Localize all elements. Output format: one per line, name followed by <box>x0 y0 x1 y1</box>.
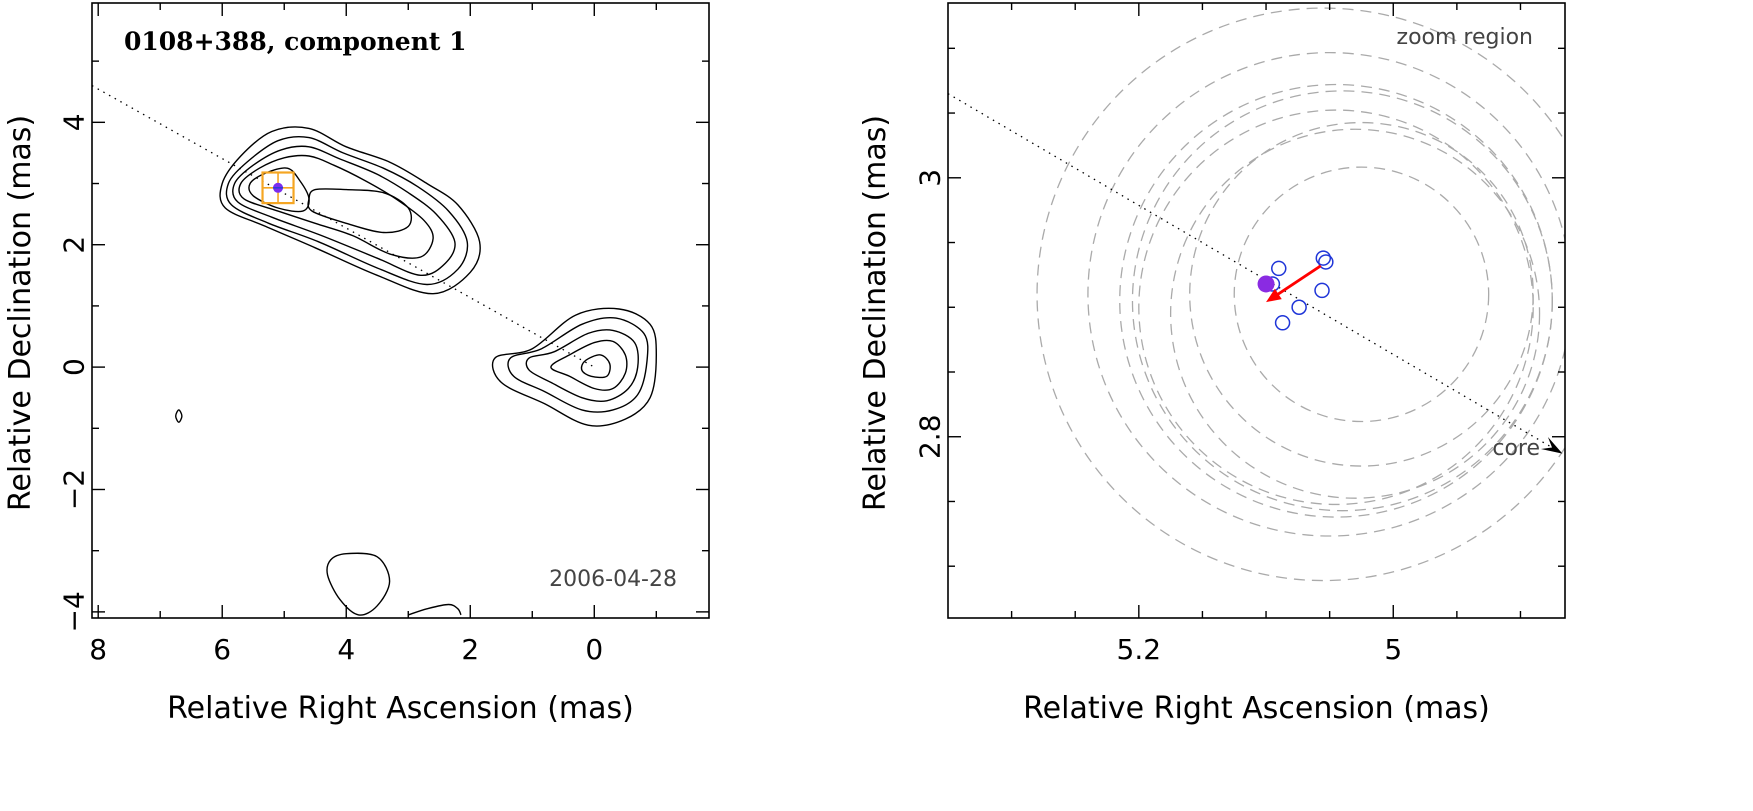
contour-core-0 <box>491 307 658 427</box>
left-ytick-label: −4 <box>58 591 91 632</box>
epoch-position-marker <box>1314 282 1330 299</box>
epoch-position-marker <box>1315 250 1332 266</box>
right-xtick-label: 5.2 <box>1117 633 1162 666</box>
uncertainty-circle <box>1138 109 1534 506</box>
panel-right-zoom: 5.2 5 3 2.8 zoom region core Relative Right… <box>858 2 1566 726</box>
left-y-axis-title: Relative Declination (mas) <box>3 115 38 511</box>
right-ytick-label: 3 <box>914 169 947 187</box>
left-tick-labels: 8 6 4 2 0 4 2 0 −2 −4 <box>58 113 604 666</box>
right-x-axis-title: Relative Right Ascension (mas) <box>1023 691 1490 726</box>
left-xtick-label: 6 <box>213 633 231 666</box>
panel-left-contour-map: 8 6 4 2 0 4 2 0 −2 −4 0108+388, component 1 2006-… <box>3 2 710 726</box>
uncertainty-circle <box>1036 7 1565 582</box>
component-position-dot <box>1257 275 1275 293</box>
contour-core-1 <box>507 317 649 413</box>
contour-jet-3 <box>238 154 434 259</box>
right-xtick-label: 5 <box>1384 633 1402 666</box>
left-component-marker <box>261 171 295 205</box>
left-xtick-label: 8 <box>89 633 107 666</box>
uncertainty-circle <box>1131 90 1553 512</box>
motion-vector-arrowhead <box>1266 288 1282 303</box>
uncertainty-circle <box>1189 121 1534 467</box>
uncertainty-circle <box>1169 128 1541 499</box>
contour-jet-2 <box>232 145 456 277</box>
core-direction-arrowhead <box>1540 437 1563 454</box>
contour-core-4 <box>580 354 611 379</box>
right-zoom-label: zoom region <box>1397 25 1533 50</box>
right-ytick-label: 2.8 <box>914 414 947 459</box>
right-jet-axis <box>947 93 1563 455</box>
left-ytick-label: 0 <box>58 358 91 376</box>
contour-jet-5 <box>307 188 413 234</box>
left-plot-frame <box>91 2 710 619</box>
epoch-position-marker <box>1271 260 1287 277</box>
left-xtick-label: 4 <box>337 633 355 666</box>
left-ytick-label: 2 <box>58 236 91 254</box>
contour-jet-0 <box>219 126 481 295</box>
right-epoch-points <box>1257 250 1334 331</box>
contour-bottom-arc-0 <box>408 603 462 616</box>
left-ticks <box>92 3 709 618</box>
contour-blob-0 <box>326 552 391 616</box>
uncertainty-circle <box>1233 166 1490 423</box>
contour-core-3 <box>550 339 628 391</box>
uncertainty-circle <box>1087 52 1565 537</box>
left-chart-title: 0108+388, component 1 <box>124 27 467 56</box>
epoch-position-marker <box>1318 254 1334 270</box>
motion-vector-line <box>1273 264 1322 298</box>
contour-jet-4 <box>248 167 310 213</box>
left-jet-axis-line <box>91 85 595 368</box>
left-xtick-label: 0 <box>585 633 603 666</box>
left-x-axis-title: Relative Right Ascension (mas) <box>167 691 634 726</box>
left-date-label: 2006-04-28 <box>549 567 677 592</box>
epoch-position-marker <box>1274 315 1291 331</box>
right-uncertainty-circles <box>1036 7 1565 582</box>
epoch-position-marker <box>1291 299 1307 316</box>
left-xtick-label: 2 <box>461 633 479 666</box>
right-ticks <box>948 3 1565 618</box>
core-label: core <box>1492 436 1540 461</box>
contour-jet-1 <box>225 135 469 286</box>
left-ytick-label: −2 <box>58 469 91 510</box>
right-plot-frame <box>947 2 1566 619</box>
right-jet-axis-line <box>947 93 1563 455</box>
right-tick-labels: 5.2 5 3 2.8 <box>914 169 1403 666</box>
left-jet-axis <box>91 85 595 368</box>
right-y-axis-title: Relative Declination (mas) <box>858 115 893 511</box>
contour-core-2 <box>525 329 639 403</box>
left-ytick-label: 4 <box>58 113 91 131</box>
left-contours <box>174 126 658 616</box>
contour-speck-0 <box>174 409 183 423</box>
